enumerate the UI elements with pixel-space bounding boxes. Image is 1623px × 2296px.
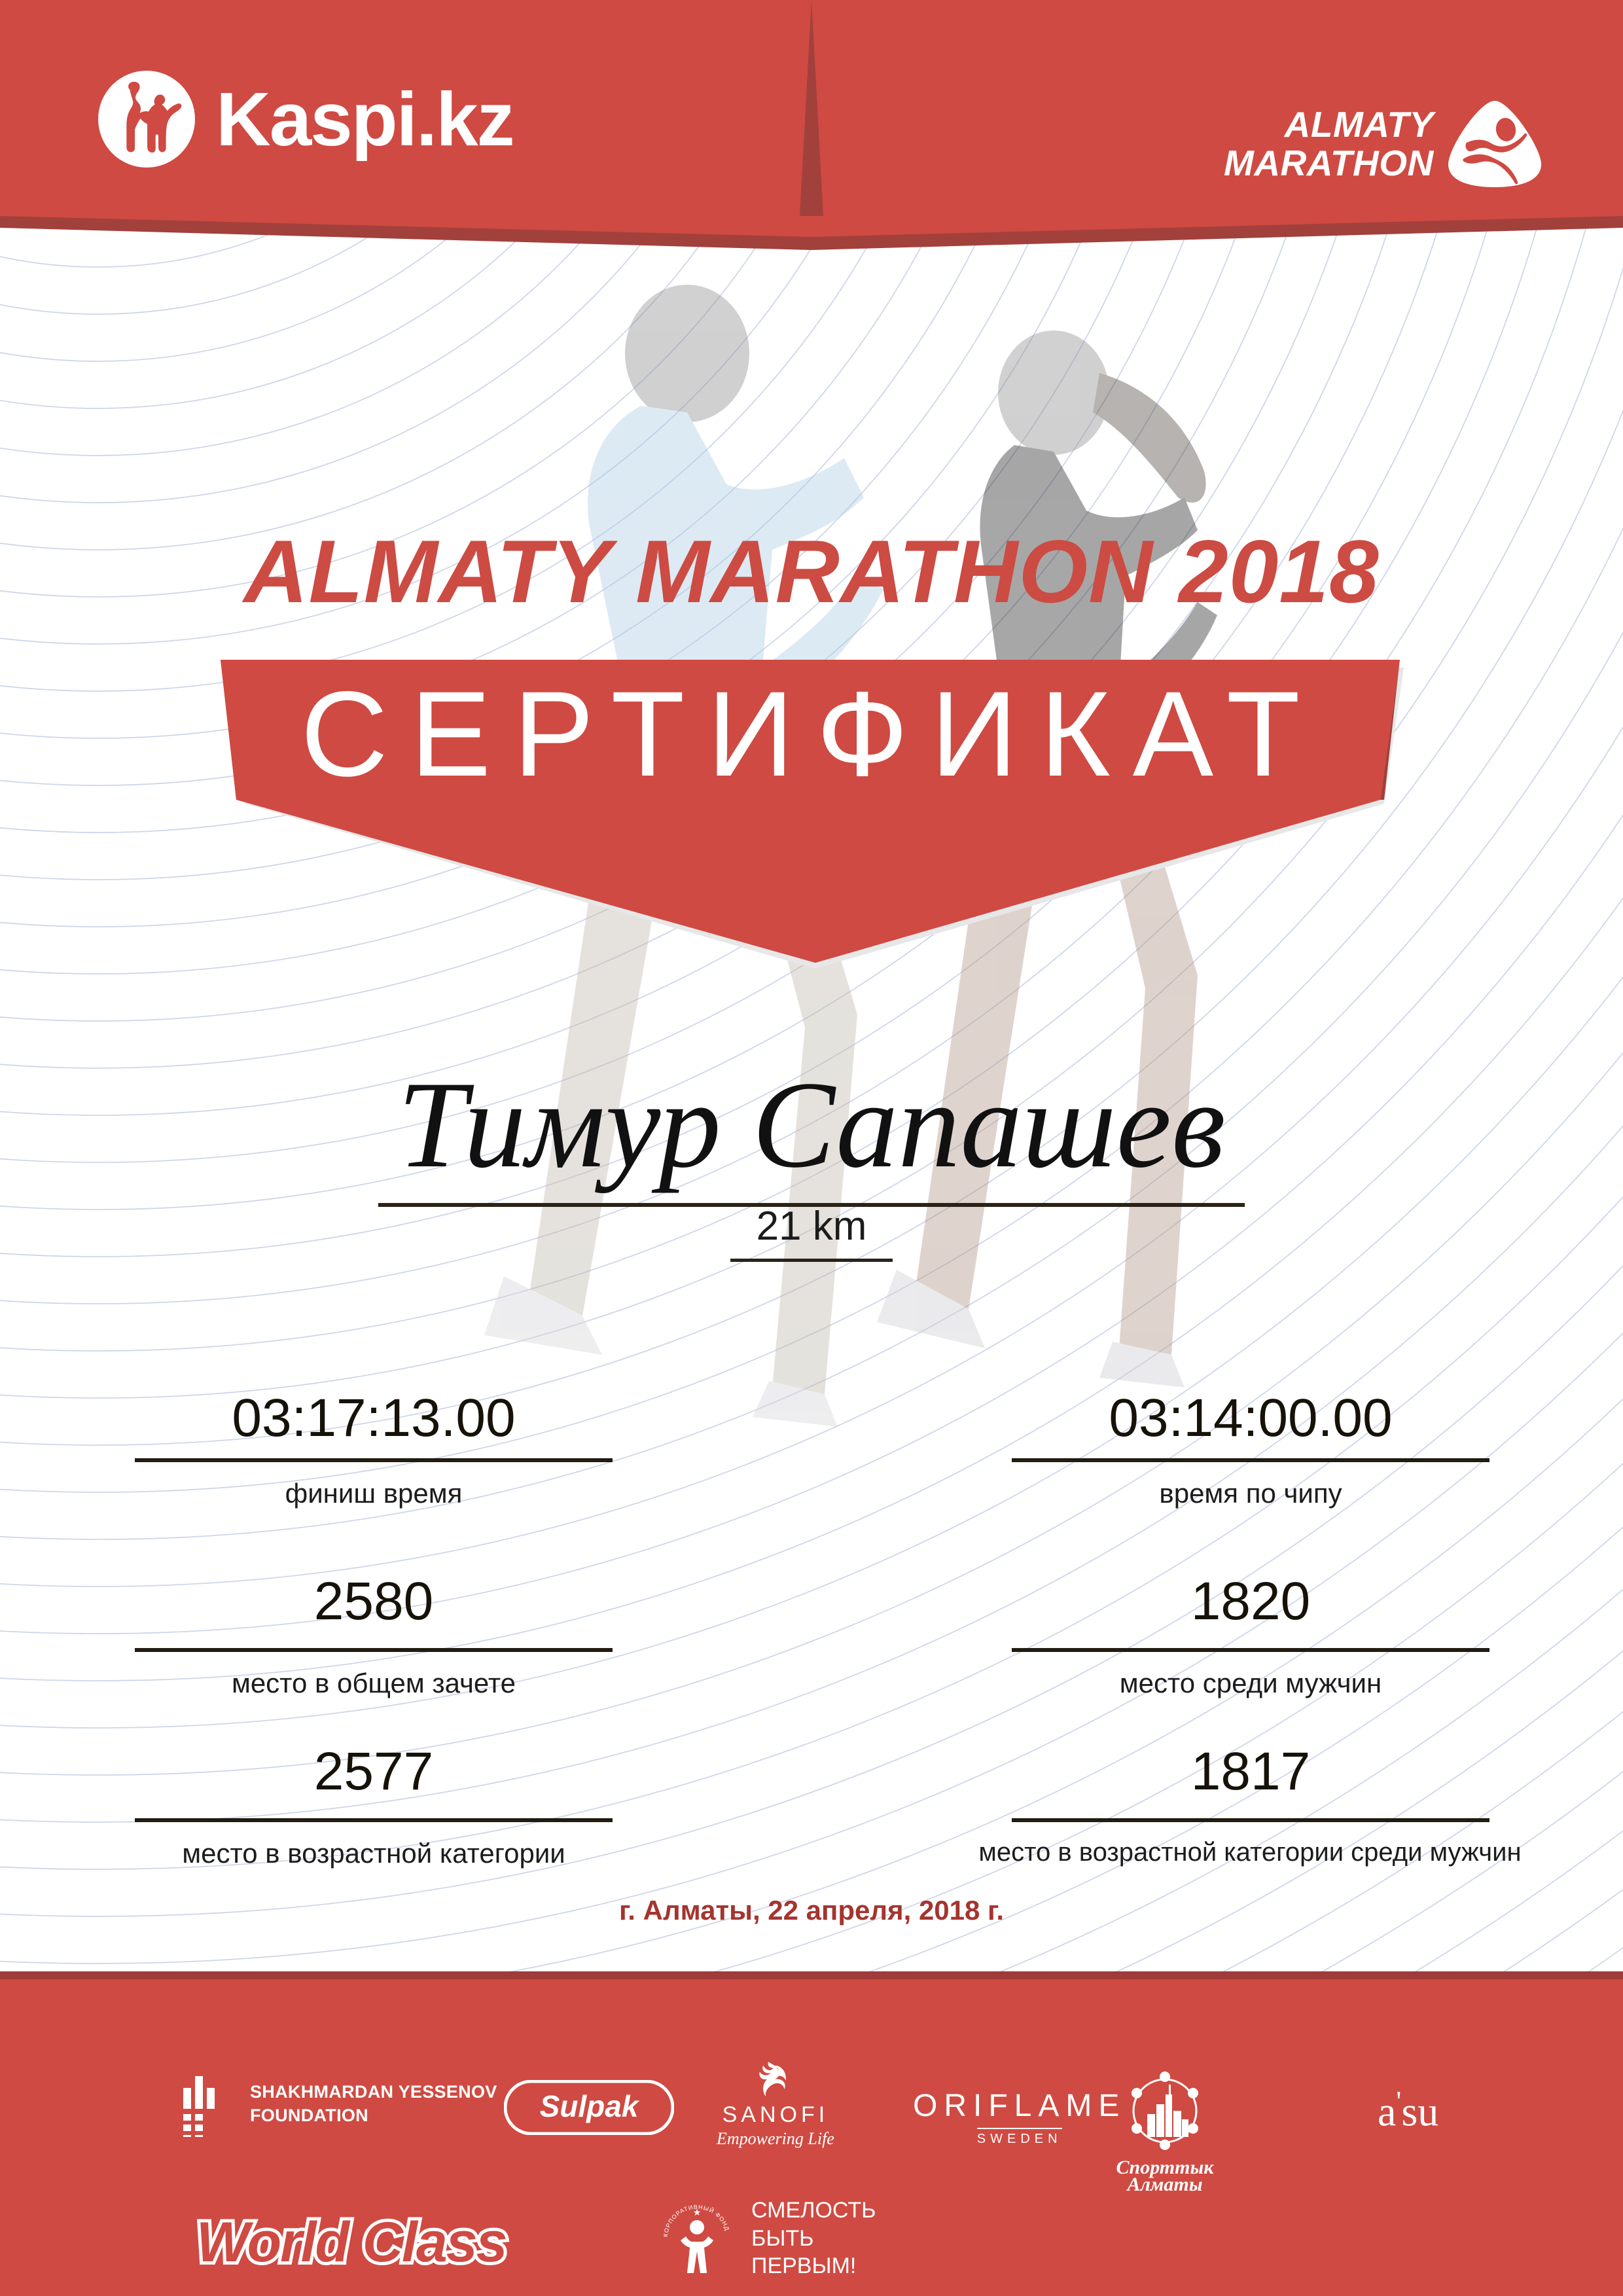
svg-text:СЕРТИФИКАТ: СЕРТИФИКАТ	[300, 667, 1322, 802]
svg-text:★: ★	[693, 2207, 702, 2217]
svg-text:Sulpak: Sulpak	[540, 2089, 640, 2123]
svg-text:World Class: World Class	[196, 2211, 506, 2274]
